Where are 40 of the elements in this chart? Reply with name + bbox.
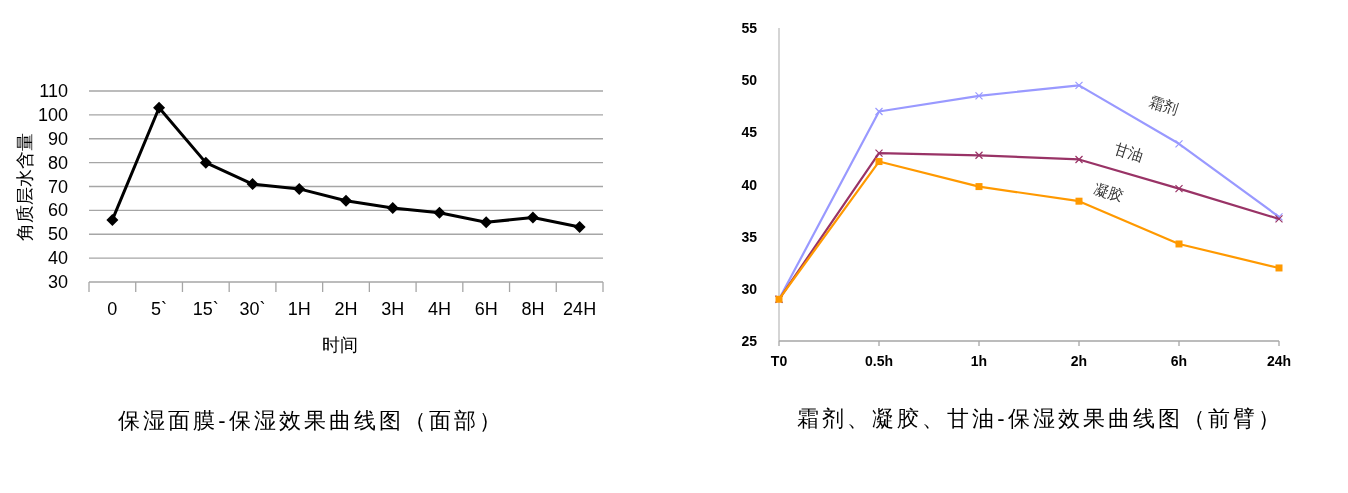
x-tick: 5` (151, 299, 168, 319)
x-tick: 2H (334, 299, 358, 319)
title: 保湿面膜-保湿效果曲线图（面部） (118, 407, 504, 433)
x-tick: 24H (563, 299, 597, 319)
y-tick: 100 (37, 104, 68, 125)
y-tick: 25 (741, 333, 757, 349)
x-tick: 6h (1170, 353, 1188, 369)
series-name: 凝胶 (1092, 179, 1126, 205)
x-tick: 8H (521, 299, 545, 319)
y-tick: 35 (741, 228, 757, 245)
y-tick: 50 (47, 224, 68, 245)
x-tick: 24h (1266, 353, 1292, 369)
y-tick: 50 (741, 72, 757, 89)
xlabel: 时间 (322, 335, 358, 355)
y-tick: 80 (47, 152, 68, 173)
x-tick: 2h (1070, 353, 1088, 369)
y-tick: 45 (741, 124, 757, 141)
x-tick: 0.5h (865, 353, 893, 369)
x-tick: 0 (107, 299, 118, 319)
y-tick: 70 (47, 176, 68, 197)
y-tick: 40 (47, 248, 68, 269)
y-tick: 60 (47, 200, 68, 221)
x-tick: 1h (970, 353, 988, 369)
x-tick: 6H (474, 299, 498, 319)
y-tick: 110 (39, 81, 68, 101)
y-tick: 30 (741, 280, 757, 297)
series-name: 霜剂 (1147, 92, 1181, 118)
y-tick: 55 (741, 20, 757, 36)
x-tick: T0 (770, 353, 788, 369)
series-name: 甘油 (1112, 139, 1146, 165)
x-tick: 4H (427, 299, 451, 319)
y-tick: 40 (741, 176, 757, 193)
y-tick: 30 (47, 272, 68, 292)
ylabel: 角质层水含量 (15, 132, 35, 241)
y-tick: 90 (47, 128, 68, 149)
title: 霜剂、凝胶、甘油-保湿效果曲线图（前臂） (797, 405, 1283, 431)
x-tick: 30` (239, 299, 266, 319)
x-tick: 3H (381, 299, 405, 319)
x-tick: 15` (192, 299, 219, 319)
x-tick: 1H (287, 299, 311, 319)
